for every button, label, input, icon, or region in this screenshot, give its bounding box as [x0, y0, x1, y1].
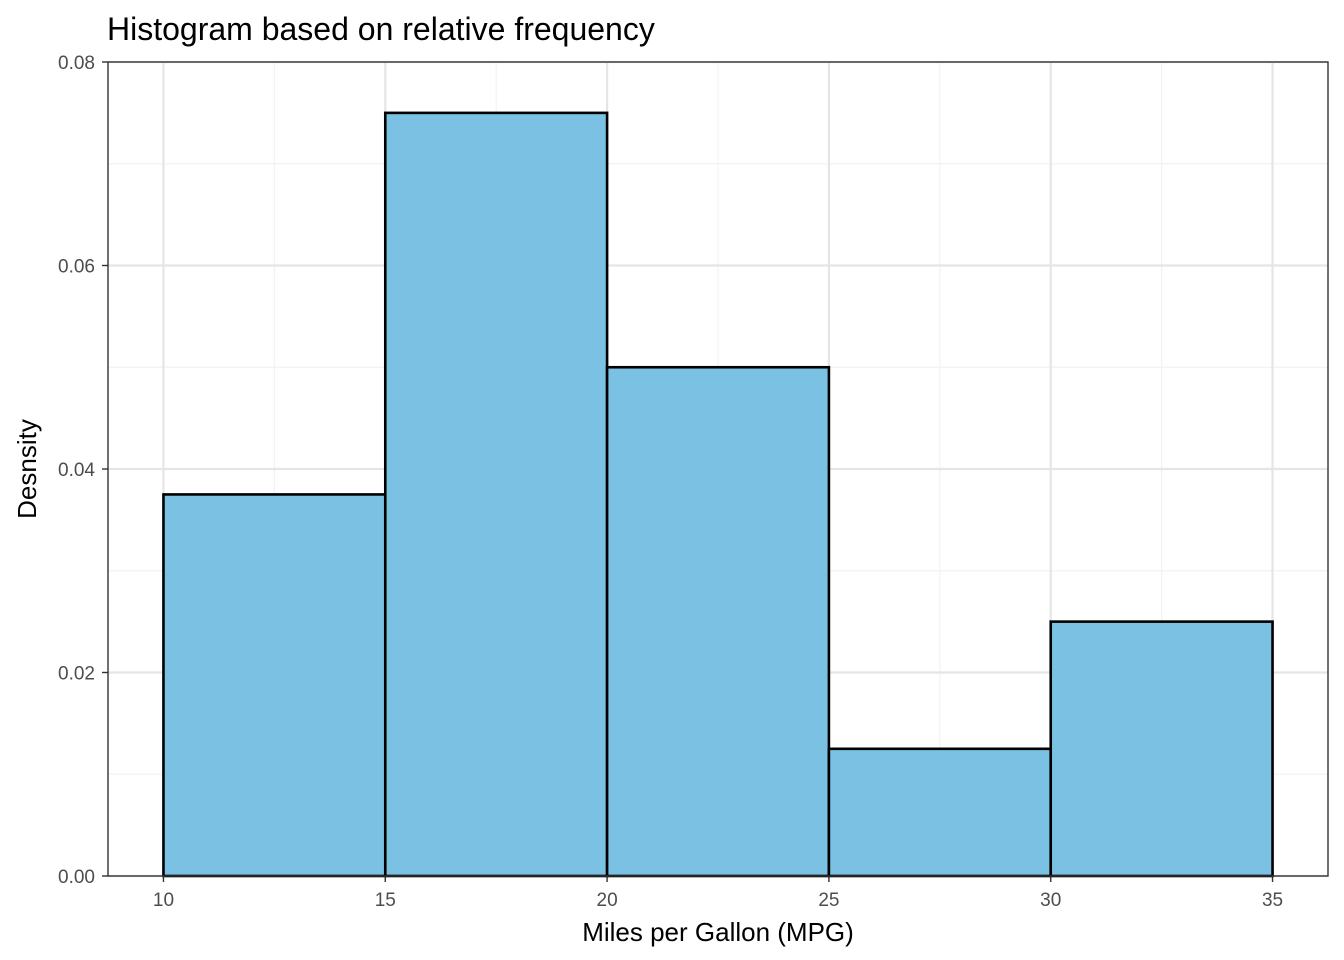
y-tick-label: 0.06 [58, 257, 95, 278]
y-axis-title: Desnsity [12, 419, 42, 519]
histogram-bar [827, 747, 1053, 878]
y-axis: 0.00 0.02 0.04 0.06 0.08 [58, 53, 108, 888]
x-tick-label: 10 [153, 890, 174, 911]
histogram-bar [383, 111, 609, 878]
y-tick-label: 0.00 [58, 867, 95, 888]
x-tick-label: 20 [597, 890, 618, 911]
bars [162, 111, 1274, 878]
x-axis-title: Miles per Gallon (MPG) [582, 917, 854, 947]
x-tick-label: 30 [1040, 890, 1061, 911]
x-tick-label: 25 [818, 890, 839, 911]
x-tick-label: 35 [1262, 890, 1283, 911]
histogram-bar [605, 365, 831, 878]
x-axis: 10 15 20 25 30 35 [153, 876, 1283, 911]
x-tick-label: 15 [375, 890, 396, 911]
y-tick-label: 0.08 [58, 53, 95, 74]
chart-title: Histogram based on relative frequency [107, 11, 655, 47]
histogram-bar [1049, 620, 1274, 878]
y-tick-label: 0.02 [58, 664, 95, 685]
histogram-bar [162, 493, 387, 878]
y-tick-label: 0.04 [58, 460, 95, 481]
